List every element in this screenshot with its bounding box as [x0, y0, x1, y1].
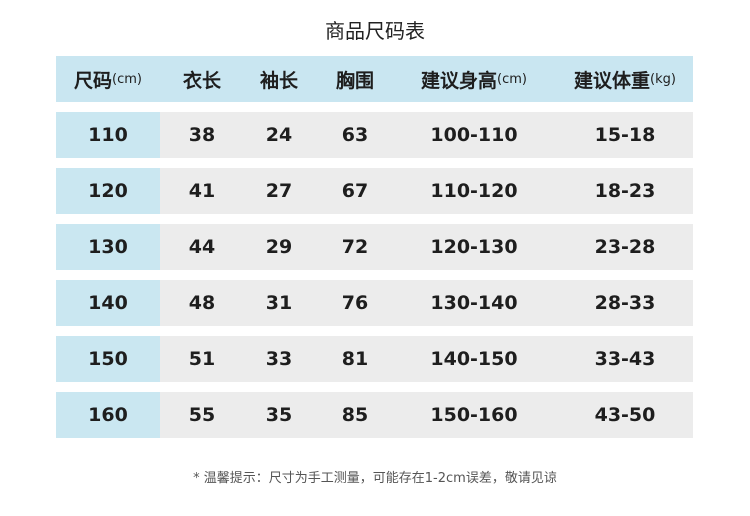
header-row: 尺码 (cm) 衣长 袖长 胸围 建议身高 (cm) 建议体重 (kg)	[56, 56, 693, 102]
value-cell: 15-18	[594, 124, 656, 146]
column-header-label: 胸围	[335, 69, 374, 92]
value-cell: 18-23	[594, 180, 656, 202]
size-cell: 160	[56, 392, 160, 438]
column-header-unit: (kg)	[650, 71, 676, 87]
table-row: 160 55 35 85 150-160 43-50	[56, 392, 693, 438]
value-cell: 100-110	[430, 124, 518, 146]
value-cell: 33	[265, 348, 293, 370]
column-header-unit: (cm)	[112, 71, 142, 87]
measurement-note: * 温馨提示：尺寸为手工测量，可能存在1-2cm误差，敬请见谅	[193, 471, 557, 486]
value-cell: 150-160	[430, 404, 518, 426]
column-header: 尺码 (cm)	[56, 56, 160, 102]
row-values: 38 24 63 100-110 15-18	[160, 112, 693, 158]
column-header: 建议身高 (cm)	[391, 56, 557, 102]
value-cell: 81	[341, 348, 369, 370]
value-cell: 43-50	[594, 404, 656, 426]
row-values: 48 31 76 130-140 28-33	[160, 280, 693, 326]
column-header-label: 建议体重	[574, 69, 651, 92]
column-header: 衣长	[165, 56, 239, 102]
size-cell: 120	[56, 168, 160, 214]
row-values: 44 29 72 120-130 23-28	[160, 224, 693, 270]
page-title: 商品尺码表	[325, 19, 425, 43]
value-cell: 85	[341, 404, 369, 426]
value-cell: 67	[341, 180, 369, 202]
value-cell: 120-130	[430, 236, 518, 258]
table-row: 110 38 24 63 100-110 15-18	[56, 112, 693, 158]
value-cell: 110-120	[430, 180, 518, 202]
value-cell: 27	[265, 180, 293, 202]
row-values: 55 35 85 150-160 43-50	[160, 392, 693, 438]
value-cell: 140-150	[430, 348, 518, 370]
value-cell: 63	[341, 124, 369, 146]
column-header: 胸围	[319, 56, 391, 102]
value-cell: 23-28	[594, 236, 656, 258]
column-header: 建议体重 (kg)	[557, 56, 693, 102]
value-cell: 55	[188, 404, 216, 426]
size-cell: 150	[56, 336, 160, 382]
value-cell: 76	[341, 292, 369, 314]
column-header-unit: (cm)	[497, 71, 527, 87]
table-row: 140 48 31 76 130-140 28-33	[56, 280, 693, 326]
value-cell: 44	[188, 236, 216, 258]
column-header-label: 建议身高	[421, 69, 498, 92]
value-cell: 33-43	[594, 348, 656, 370]
table-row: 120 41 27 67 110-120 18-23	[56, 168, 693, 214]
column-header-label: 衣长	[182, 69, 221, 92]
column-header: 袖长	[239, 56, 319, 102]
table-row: 130 44 29 72 120-130 23-28	[56, 224, 693, 270]
row-values: 51 33 81 140-150 33-43	[160, 336, 693, 382]
value-cell: 28-33	[594, 292, 656, 314]
value-cell: 51	[188, 348, 216, 370]
value-cell: 41	[188, 180, 216, 202]
size-cell: 140	[56, 280, 160, 326]
column-header-label: 尺码	[74, 69, 113, 92]
value-cell: 38	[188, 124, 216, 146]
value-cell: 48	[188, 292, 216, 314]
value-cell: 35	[265, 404, 293, 426]
row-values: 41 27 67 110-120 18-23	[160, 168, 693, 214]
value-cell: 72	[341, 236, 369, 258]
value-cell: 24	[265, 124, 293, 146]
column-header-label: 袖长	[259, 69, 298, 92]
size-cell: 110	[56, 112, 160, 158]
table-row: 150 51 33 81 140-150 33-43	[56, 336, 693, 382]
value-cell: 31	[265, 292, 293, 314]
value-cell: 130-140	[430, 292, 518, 314]
value-cell: 29	[265, 236, 293, 258]
size-cell: 130	[56, 224, 160, 270]
